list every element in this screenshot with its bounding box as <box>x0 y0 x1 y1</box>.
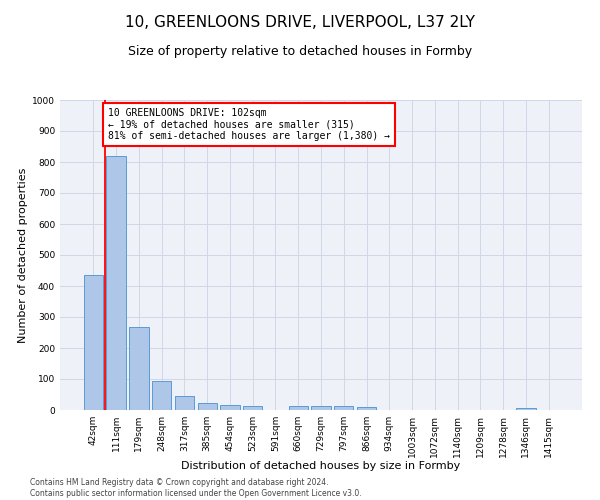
Bar <box>106 156 126 410</box>
Bar <box>175 396 194 410</box>
Bar <box>129 327 149 410</box>
Text: 10, GREENLOONS DRIVE, LIVERPOOL, L37 2LY: 10, GREENLOONS DRIVE, LIVERPOOL, L37 2LY <box>125 15 475 30</box>
Text: Size of property relative to detached houses in Formby: Size of property relative to detached ho… <box>128 45 472 58</box>
Bar <box>311 406 331 410</box>
Bar <box>357 407 376 410</box>
Bar <box>243 406 262 410</box>
Text: 10 GREENLOONS DRIVE: 102sqm
← 19% of detached houses are smaller (315)
81% of se: 10 GREENLOONS DRIVE: 102sqm ← 19% of det… <box>108 108 390 141</box>
X-axis label: Distribution of detached houses by size in Formby: Distribution of detached houses by size … <box>181 461 461 471</box>
Bar <box>334 406 353 410</box>
Text: Contains HM Land Registry data © Crown copyright and database right 2024.
Contai: Contains HM Land Registry data © Crown c… <box>30 478 362 498</box>
Bar <box>289 406 308 410</box>
Bar <box>220 405 239 410</box>
Bar <box>197 403 217 410</box>
Bar <box>152 381 172 410</box>
Bar <box>84 275 103 410</box>
Bar <box>516 408 536 410</box>
Y-axis label: Number of detached properties: Number of detached properties <box>18 168 28 342</box>
